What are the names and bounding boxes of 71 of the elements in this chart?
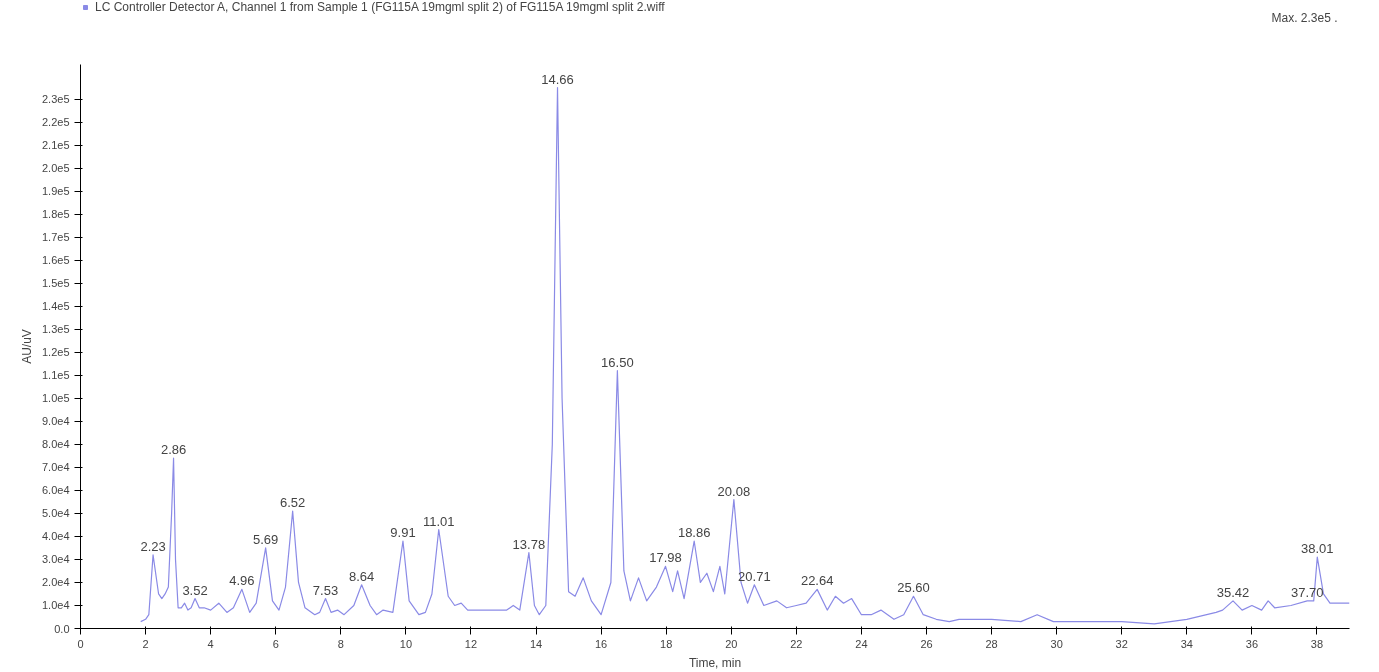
y-tick-label: 1.6e5	[41, 254, 70, 267]
text: Max. 2.3e5 .	[1271, 10, 1338, 25]
annotation: 14.66	[541, 71, 574, 87]
annotation: 2.23	[140, 538, 166, 554]
annotation: 16.50	[601, 354, 634, 370]
y-tick-label: 4.0e4	[41, 530, 70, 543]
x-tick-label: 16	[595, 637, 608, 650]
annotation: 25.60	[897, 580, 930, 596]
annotation: 2.86	[160, 442, 187, 458]
annotation: 11.01	[422, 513, 455, 529]
x-tick-label: 2	[142, 637, 149, 650]
x-tick-label: 6	[272, 637, 279, 650]
x-tick-label: 8	[337, 637, 344, 650]
y-axis-title: AU/uV	[19, 329, 34, 364]
annotation: 8.64	[348, 568, 375, 584]
x-tick-label: 30	[1050, 637, 1063, 650]
annotation: 20.08	[717, 483, 751, 499]
x-tick-label: 38	[1310, 637, 1324, 650]
x-tick-label: 24	[855, 637, 868, 650]
y-tick-label: 7.0e4	[41, 461, 70, 474]
y-tick-label: 9.0e4	[41, 415, 70, 428]
annotation: 6.52	[280, 495, 306, 511]
y-tick-label: 1.8e5	[41, 208, 70, 221]
annotation: 20.71	[738, 568, 771, 584]
y-tick-label: 0.0	[54, 622, 70, 635]
x-tick-label: 32	[1115, 637, 1128, 650]
y-tick-label: 1.5e5	[41, 277, 70, 290]
y-tick-label: 6.0e4	[41, 484, 70, 497]
x-tick-label: 12	[464, 637, 478, 650]
y-tick-label: 3.0e4	[41, 553, 70, 566]
legend-label: LC Controller Detector A, Channel 1 from Sample 1 (FG115A 19mgml split 2) of FG115A 19mgml split 2.wiff	[95, 0, 665, 14]
x-tick-label: 36	[1245, 637, 1259, 650]
annotation: 17.98	[649, 550, 682, 566]
x-tick-label: 4	[207, 637, 214, 650]
x-tick-label: 20	[725, 637, 738, 650]
y-tick-label: 2.2e5	[41, 116, 70, 129]
annotation: 37.70	[1290, 584, 1324, 600]
y-tick-label: 8.0e4	[41, 438, 70, 451]
annotation: 5.69	[252, 531, 279, 547]
y-tick-label: 2.1e5	[41, 139, 70, 152]
annotation: 22.64	[800, 573, 834, 589]
annotation: 38.01	[1301, 541, 1334, 557]
x-tick-label: 28	[985, 637, 998, 650]
x-tick-label: 18	[660, 637, 673, 650]
y-tick-label: 1.0e5	[41, 392, 70, 405]
y-tick-label: 1.4e5	[41, 300, 70, 313]
x-tick-label: 34	[1180, 637, 1193, 650]
annotation: 4.96	[229, 573, 255, 589]
y-tick-label: 5.0e4	[41, 507, 70, 520]
y-tick-label: 1.1e5	[41, 369, 70, 382]
y-tick-label: 2.0e4	[41, 576, 70, 589]
x-tick-label: 26	[920, 637, 933, 650]
x-tick-label: 10	[399, 637, 413, 650]
y-tick-label: 1.3e5	[41, 323, 70, 336]
y-tick-label: 1.7e5	[41, 231, 70, 244]
y-tick-label: 1.2e5	[41, 346, 70, 359]
annotation: 18.86	[677, 525, 711, 541]
annotation: 13.78	[512, 536, 546, 552]
y-tick-label: 2.3e5	[41, 93, 70, 106]
y-tick-label: 2.0e5	[41, 162, 70, 175]
annotation: 7.53	[312, 582, 339, 598]
x-tick-label: 14	[529, 637, 543, 650]
annotation: 3.52	[182, 582, 208, 598]
x-axis-title: Time, min	[688, 655, 742, 670]
annotation: 9.91	[390, 525, 416, 541]
y-tick-label: 1.0e4	[41, 599, 70, 612]
annotation: 35.42	[1216, 584, 1250, 600]
x-tick-label: 0	[77, 637, 84, 650]
x-tick-label: 22	[790, 637, 803, 650]
line-series	[140, 86, 1350, 625]
y-tick-label: 1.9e5	[41, 185, 70, 198]
